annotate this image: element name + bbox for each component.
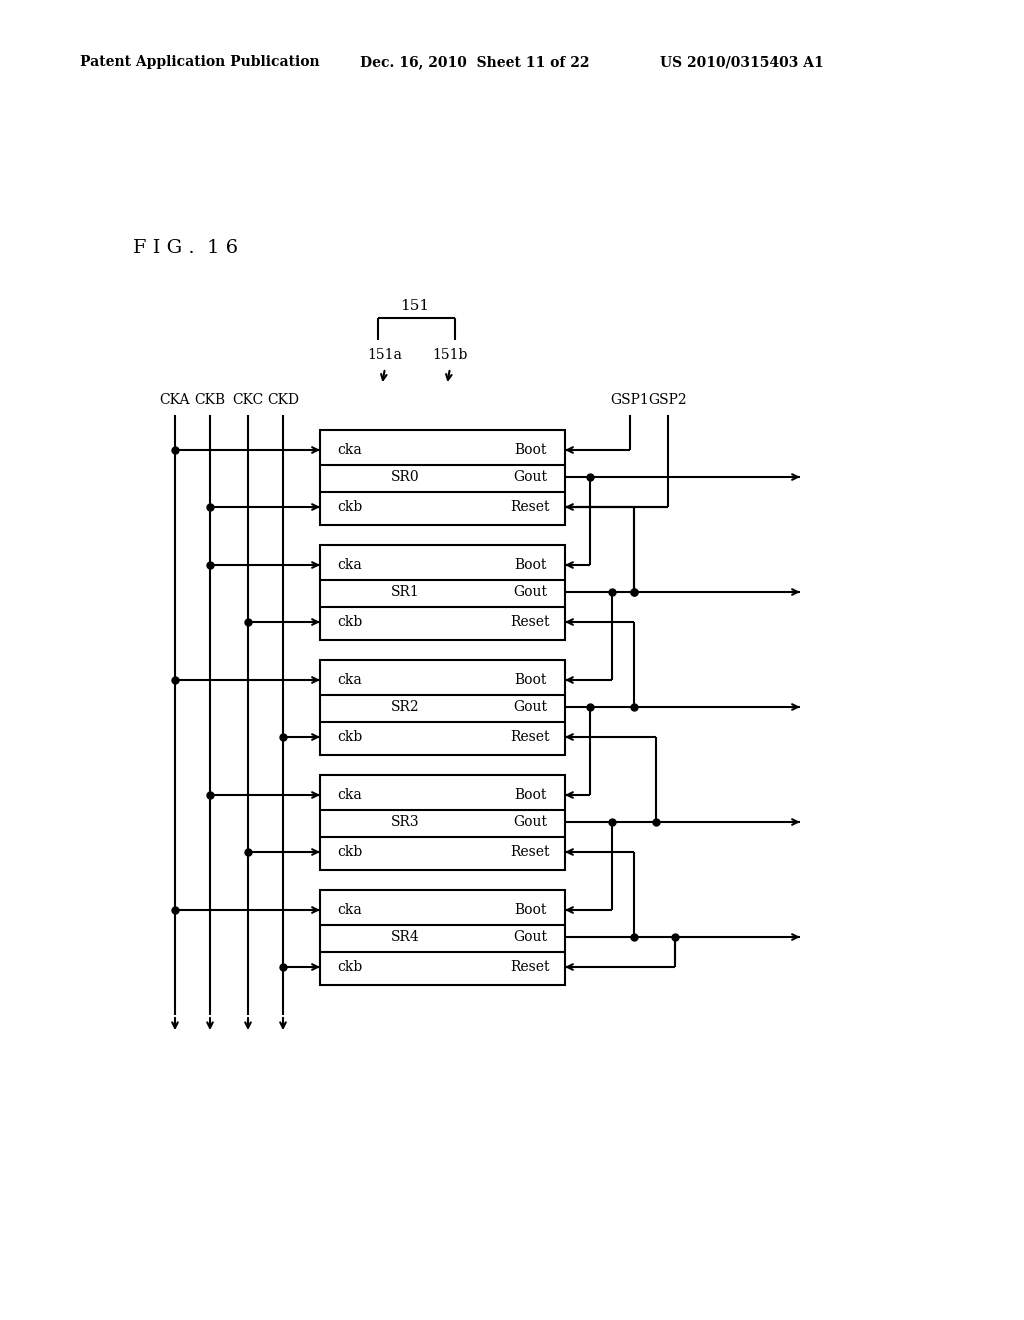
Text: Gout: Gout [513, 814, 547, 829]
Text: ckb: ckb [337, 960, 362, 974]
Text: Gout: Gout [513, 470, 547, 484]
Bar [319, 660, 565, 755]
Bar [319, 890, 565, 985]
Text: Reset: Reset [510, 615, 550, 630]
Text: cka: cka [338, 444, 362, 457]
Text: ckb: ckb [337, 730, 362, 744]
Text: Gout: Gout [513, 931, 547, 944]
Text: CKB: CKB [195, 393, 225, 407]
Text: 151b: 151b [432, 348, 468, 362]
Text: SR2: SR2 [391, 700, 419, 714]
Text: cka: cka [338, 903, 362, 917]
Text: cka: cka [338, 673, 362, 686]
Text: SR3: SR3 [391, 814, 419, 829]
Text: Boot: Boot [514, 558, 546, 572]
Text: CKD: CKD [267, 393, 299, 407]
Text: Reset: Reset [510, 845, 550, 859]
Text: Gout: Gout [513, 585, 547, 599]
Text: Dec. 16, 2010  Sheet 11 of 22: Dec. 16, 2010 Sheet 11 of 22 [360, 55, 590, 69]
Text: SR0: SR0 [391, 470, 419, 484]
Text: GSP1: GSP1 [610, 393, 649, 407]
Text: Boot: Boot [514, 788, 546, 803]
Text: cka: cka [338, 788, 362, 803]
Text: SR4: SR4 [390, 931, 420, 944]
Text: Reset: Reset [510, 730, 550, 744]
Text: ckb: ckb [337, 500, 362, 513]
Text: Boot: Boot [514, 444, 546, 457]
Bar [319, 430, 565, 525]
Text: CKA: CKA [160, 393, 190, 407]
Text: ckb: ckb [337, 615, 362, 630]
Text: Boot: Boot [514, 903, 546, 917]
Text: SR1: SR1 [390, 585, 420, 599]
Text: US 2010/0315403 A1: US 2010/0315403 A1 [660, 55, 823, 69]
Text: Gout: Gout [513, 700, 547, 714]
Text: Boot: Boot [514, 673, 546, 686]
Text: 151: 151 [400, 300, 429, 313]
Text: Reset: Reset [510, 500, 550, 513]
Text: Patent Application Publication: Patent Application Publication [80, 55, 319, 69]
Bar [319, 545, 565, 640]
Bar [319, 775, 565, 870]
Text: F I G .  1 6: F I G . 1 6 [133, 239, 239, 257]
Text: cka: cka [338, 558, 362, 572]
Text: Reset: Reset [510, 960, 550, 974]
Text: CKC: CKC [232, 393, 263, 407]
Text: GSP2: GSP2 [648, 393, 687, 407]
Text: ckb: ckb [337, 845, 362, 859]
Text: 151a: 151a [368, 348, 402, 362]
